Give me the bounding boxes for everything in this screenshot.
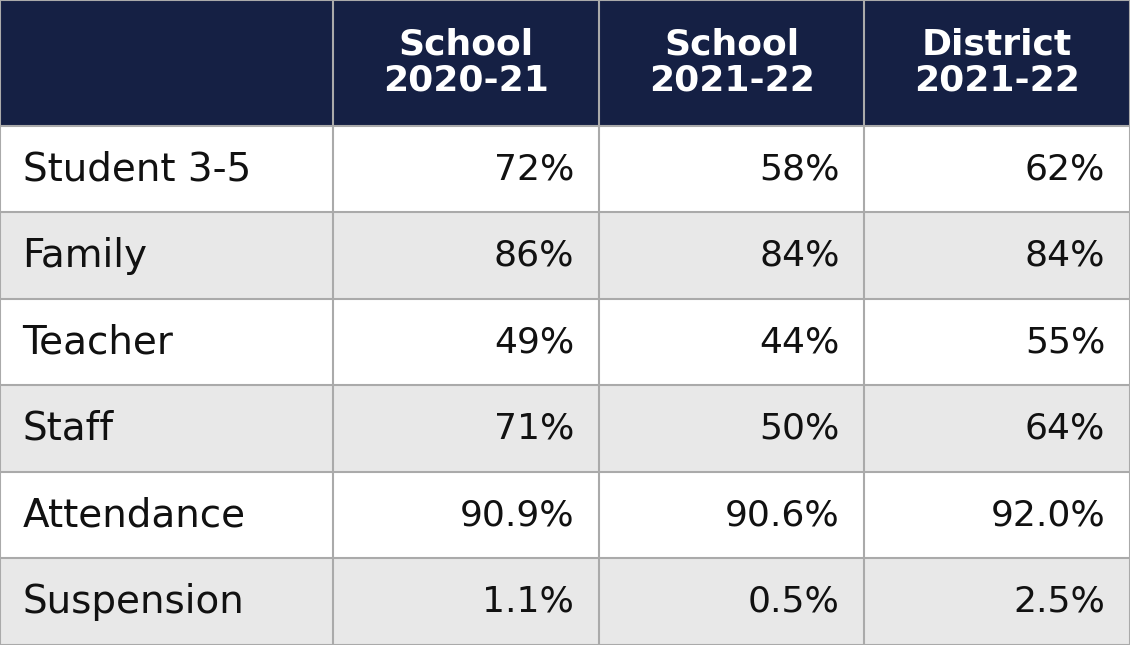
Bar (333, 0, 599, 126)
Bar (333, 126, 599, 212)
Text: 2020-21: 2020-21 (383, 64, 549, 98)
Text: 86%: 86% (494, 239, 574, 273)
Bar (0, 126, 333, 212)
Bar (333, 212, 599, 299)
Bar (0, 472, 333, 559)
Bar (0, 299, 333, 386)
Text: 2.5%: 2.5% (1014, 585, 1105, 619)
Bar (599, 126, 864, 212)
Bar (864, 0, 1130, 126)
Text: Attendance: Attendance (23, 496, 245, 534)
Text: 62%: 62% (1025, 152, 1105, 186)
Text: 2021-22: 2021-22 (914, 64, 1080, 98)
Bar (864, 559, 1130, 645)
Text: School: School (399, 28, 533, 62)
Bar (599, 212, 864, 299)
Text: Student 3-5: Student 3-5 (23, 150, 251, 188)
Text: 44%: 44% (759, 325, 840, 359)
Text: 0.5%: 0.5% (748, 585, 840, 619)
Bar (0, 559, 333, 645)
Text: Family: Family (23, 237, 148, 275)
Text: 90.9%: 90.9% (460, 498, 574, 532)
Bar (864, 472, 1130, 559)
Text: 55%: 55% (1025, 325, 1105, 359)
Bar (599, 299, 864, 386)
Bar (599, 0, 864, 126)
Bar (0, 386, 333, 472)
Bar (864, 126, 1130, 212)
Bar (333, 299, 599, 386)
Text: 90.6%: 90.6% (724, 498, 840, 532)
Bar (333, 386, 599, 472)
Text: Teacher: Teacher (23, 323, 174, 361)
Bar (599, 559, 864, 645)
Bar (599, 386, 864, 472)
Bar (864, 212, 1130, 299)
Text: School: School (664, 28, 799, 62)
Text: 64%: 64% (1025, 412, 1105, 446)
Bar (333, 472, 599, 559)
Text: 1.1%: 1.1% (483, 585, 574, 619)
Text: 84%: 84% (1025, 239, 1105, 273)
Bar (0, 0, 333, 126)
Text: 84%: 84% (759, 239, 840, 273)
Text: 58%: 58% (759, 152, 840, 186)
Bar (333, 559, 599, 645)
Text: Staff: Staff (23, 410, 114, 448)
Text: 50%: 50% (759, 412, 840, 446)
Bar (864, 386, 1130, 472)
Text: 72%: 72% (494, 152, 574, 186)
Text: 49%: 49% (494, 325, 574, 359)
Bar (599, 472, 864, 559)
Bar (864, 299, 1130, 386)
Text: 92.0%: 92.0% (990, 498, 1105, 532)
Bar (0, 212, 333, 299)
Text: Suspension: Suspension (23, 582, 244, 620)
Text: 71%: 71% (494, 412, 574, 446)
Text: 2021-22: 2021-22 (649, 64, 815, 98)
Text: District: District (922, 28, 1072, 62)
